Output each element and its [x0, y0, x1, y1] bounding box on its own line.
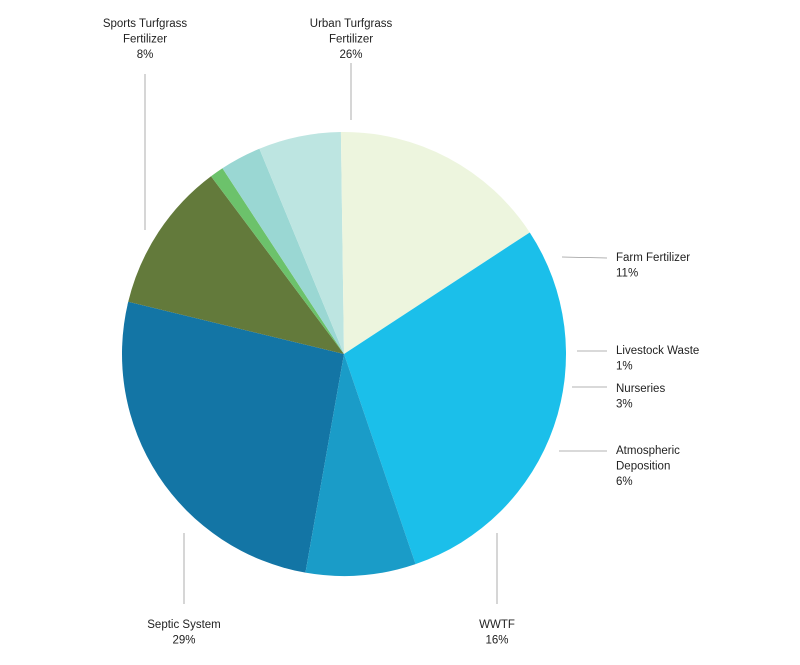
- slice-category-label: Livestock Waste: [616, 345, 699, 357]
- slice-value-label: 29%: [172, 635, 195, 647]
- slice-value-label: 1%: [616, 361, 633, 373]
- slice-value-label: 16%: [485, 635, 508, 647]
- pie-slice-livestock-waste: [211, 168, 344, 354]
- slice-value-label: 26%: [339, 49, 362, 61]
- slice-value-label: 3%: [616, 399, 633, 411]
- slice-value-label: 8%: [137, 49, 154, 61]
- slice-category-label: Farm Fertilizer: [616, 252, 690, 264]
- slice-category-label: Deposition: [616, 461, 670, 473]
- pie-slice-atmospheric-deposition: [259, 132, 344, 354]
- pie-slice-farm-fertilizer: [128, 176, 344, 354]
- leader-line: [561, 256, 608, 259]
- slice-category-label: Fertilizer: [329, 34, 373, 46]
- slice-category-label: Urban Turfgrass: [310, 18, 393, 30]
- pie-slice-nurseries: [222, 148, 344, 354]
- pie-slice-wwtf: [340, 131, 530, 354]
- pie-slices: [121, 131, 567, 577]
- pie-slice-sports-turfgrass-fertilizer: [305, 354, 416, 577]
- slice-value-label: 6%: [616, 476, 633, 488]
- slice-category-label: WWTF: [479, 619, 515, 631]
- slice-category-label: Nurseries: [616, 383, 665, 395]
- slice-category-label: Septic System: [147, 619, 221, 631]
- pie-labels: Urban Turfgrass Fertilizer 26% Farm Fertili…: [103, 18, 699, 647]
- slice-category-label: Fertilizer: [123, 34, 167, 46]
- slice-category-label: Atmospheric: [616, 445, 680, 457]
- pie-slice-urban-turfgrass-fertilizer: [121, 301, 344, 573]
- slice-category-label: Sports Turfgrass: [103, 18, 188, 30]
- pie-slice-septic-system: [344, 232, 567, 565]
- slice-value-label: 11%: [616, 268, 638, 280]
